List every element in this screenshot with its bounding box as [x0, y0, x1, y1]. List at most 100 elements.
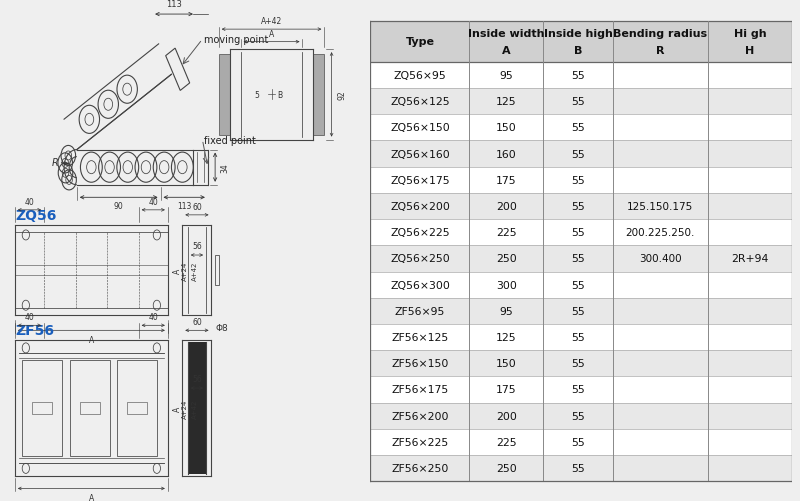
Text: 55: 55 — [571, 359, 585, 369]
Text: Type: Type — [406, 38, 434, 47]
Text: Hi gh: Hi gh — [734, 29, 766, 39]
Text: 150: 150 — [496, 359, 517, 369]
Text: moving point: moving point — [204, 35, 269, 45]
Text: 150: 150 — [496, 123, 517, 133]
Text: 55: 55 — [571, 306, 585, 316]
Text: ZF56: ZF56 — [15, 324, 54, 338]
Text: 60: 60 — [192, 318, 202, 327]
Bar — [79, 402, 99, 414]
Text: R: R — [656, 46, 665, 56]
Bar — [370, 22, 792, 63]
Bar — [370, 377, 792, 403]
Text: ZF56×175: ZF56×175 — [391, 385, 449, 395]
Text: 56: 56 — [192, 374, 202, 383]
Text: 95: 95 — [499, 71, 514, 81]
Text: A+42: A+42 — [191, 261, 198, 280]
Text: A: A — [502, 46, 510, 56]
Bar — [370, 298, 792, 324]
Text: 60: 60 — [192, 202, 202, 211]
Text: 225: 225 — [496, 228, 517, 237]
Text: A: A — [269, 30, 274, 39]
Text: ZQ56×300: ZQ56×300 — [390, 280, 450, 290]
Bar — [370, 455, 792, 481]
Text: ZF56×250: ZF56×250 — [391, 463, 449, 473]
Text: 55: 55 — [571, 175, 585, 185]
Text: H: H — [746, 46, 754, 56]
Text: ZF56×225: ZF56×225 — [391, 437, 449, 447]
Bar — [370, 324, 792, 351]
Bar — [370, 246, 792, 272]
Text: 200: 200 — [496, 201, 517, 211]
Text: 40: 40 — [25, 197, 34, 206]
Bar — [370, 63, 792, 89]
Text: 56: 56 — [192, 241, 202, 250]
Text: A: A — [89, 493, 94, 501]
Text: 250: 250 — [496, 463, 517, 473]
Text: 92: 92 — [337, 90, 346, 100]
Bar — [370, 219, 792, 246]
Bar — [188, 342, 206, 474]
Bar — [370, 141, 792, 167]
Text: ZF56×200: ZF56×200 — [391, 411, 449, 421]
Text: 55: 55 — [571, 280, 585, 290]
Bar — [32, 402, 52, 414]
Text: 225: 225 — [496, 437, 517, 447]
Text: ZQ56×125: ZQ56×125 — [390, 97, 450, 107]
Text: 55: 55 — [571, 123, 585, 133]
Text: 55: 55 — [571, 201, 585, 211]
Text: 125: 125 — [496, 332, 517, 342]
Text: ZF56×125: ZF56×125 — [391, 332, 449, 342]
Text: ZQ56×200: ZQ56×200 — [390, 201, 450, 211]
Bar — [127, 402, 147, 414]
Text: 55: 55 — [571, 149, 585, 159]
Text: 2R+94: 2R+94 — [731, 254, 769, 264]
Text: 113: 113 — [177, 202, 191, 211]
Text: 40: 40 — [25, 313, 34, 322]
Text: ZF56×150: ZF56×150 — [391, 359, 449, 369]
Text: 55: 55 — [571, 411, 585, 421]
Text: 300: 300 — [496, 280, 517, 290]
Text: 55: 55 — [571, 228, 585, 237]
Text: 125: 125 — [496, 97, 517, 107]
Text: A: A — [89, 336, 94, 345]
Bar — [370, 167, 792, 193]
Text: 55: 55 — [571, 385, 585, 395]
Text: 250: 250 — [496, 254, 517, 264]
Text: Inside high: Inside high — [544, 29, 613, 39]
Bar — [22, 361, 62, 456]
Bar — [314, 55, 324, 135]
Text: 160: 160 — [496, 149, 517, 159]
Text: ZF56×95: ZF56×95 — [394, 306, 445, 316]
Text: ZQ56: ZQ56 — [15, 208, 56, 222]
Text: Inside width: Inside width — [468, 29, 545, 39]
Text: 40: 40 — [148, 197, 158, 206]
Text: 200: 200 — [496, 411, 517, 421]
Text: A+24: A+24 — [182, 399, 188, 418]
Text: 113: 113 — [166, 0, 182, 9]
Text: ZQ56×250: ZQ56×250 — [390, 254, 450, 264]
Bar — [370, 429, 792, 455]
Bar — [370, 351, 792, 377]
Text: 90: 90 — [114, 202, 123, 211]
Text: R: R — [51, 158, 58, 168]
Text: A+42: A+42 — [261, 17, 282, 26]
Text: 5: 5 — [254, 91, 259, 100]
Text: A: A — [174, 406, 182, 411]
Text: Φ8: Φ8 — [215, 324, 228, 333]
Text: A: A — [174, 268, 182, 273]
Text: 175: 175 — [496, 175, 517, 185]
Text: ZQ56×175: ZQ56×175 — [390, 175, 450, 185]
Text: ZQ56×95: ZQ56×95 — [394, 71, 446, 81]
Text: 125.150.175: 125.150.175 — [627, 201, 694, 211]
Text: 55: 55 — [571, 332, 585, 342]
Bar — [370, 115, 792, 141]
Bar — [215, 256, 219, 286]
Text: 55: 55 — [571, 71, 585, 81]
Text: 200.225.250.: 200.225.250. — [626, 228, 695, 237]
Text: ZQ56×225: ZQ56×225 — [390, 228, 450, 237]
Bar — [218, 55, 230, 135]
Bar — [370, 403, 792, 429]
Text: 95: 95 — [499, 306, 514, 316]
Text: 55: 55 — [571, 97, 585, 107]
Text: 55: 55 — [571, 254, 585, 264]
